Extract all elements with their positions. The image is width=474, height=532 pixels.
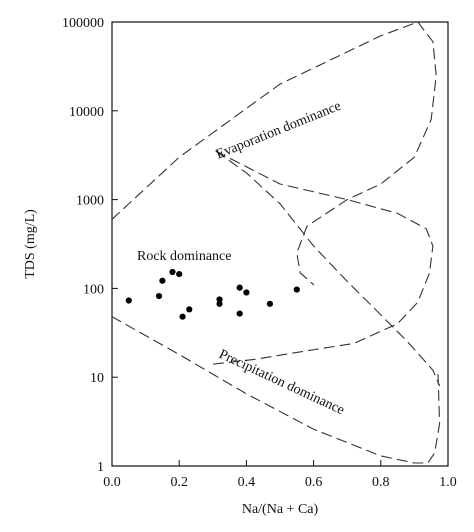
evaporation-dominance-label: Evaporation dominance xyxy=(214,99,343,163)
sample-points xyxy=(125,268,300,320)
y-tick-label: 1 xyxy=(97,460,104,475)
data-point xyxy=(159,277,166,284)
x-tick-label: 0.2 xyxy=(170,475,188,490)
rock-dominance-label: Rock dominance xyxy=(137,249,231,264)
data-point xyxy=(236,310,243,317)
data-point xyxy=(293,286,300,293)
data-point xyxy=(155,292,163,300)
data-point xyxy=(176,270,183,278)
x-axis-ticks: 0.0 0.2 0.4 0.6 0.8 1.0 xyxy=(103,460,457,490)
plot-area xyxy=(111,21,449,467)
data-point xyxy=(266,300,274,307)
data-point xyxy=(179,313,186,320)
y-tick-label: 10000 xyxy=(69,105,104,120)
data-point xyxy=(216,300,223,307)
rock-upper-boundary xyxy=(212,150,434,365)
x-tick-label: 0.0 xyxy=(103,475,121,490)
data-point xyxy=(169,268,176,276)
x-tick-label: 0.4 xyxy=(238,475,256,490)
evaporation-right-boundary xyxy=(296,21,437,286)
evaporation-upper-boundary xyxy=(111,21,419,220)
y-axis-label: TDS (mg/L) xyxy=(23,209,38,279)
x-tick-label: 1.0 xyxy=(439,475,457,490)
precipitation-left-boundary xyxy=(111,316,441,464)
precipitation-dominance-label: Precipitation dominance xyxy=(216,347,346,418)
y-tick-label: 100000 xyxy=(62,16,104,31)
y-tick-label: 100 xyxy=(83,282,104,297)
x-axis-label: Na/(Na + Ca) xyxy=(242,502,319,517)
evaporation-lower-boundary xyxy=(215,150,441,387)
x-tick-label: 0.8 xyxy=(372,475,390,490)
plot-frame xyxy=(111,21,449,467)
data-point xyxy=(186,306,193,313)
y-axis-ticks: 1 10 100 1000 10000 100000 xyxy=(62,16,118,475)
y-tick-label: 10 xyxy=(90,371,104,386)
x-tick-label: 0.6 xyxy=(305,475,323,490)
data-point xyxy=(243,289,250,296)
dominance-boundaries xyxy=(111,21,441,464)
y-tick-label: 1000 xyxy=(76,194,104,209)
data-point xyxy=(236,284,243,291)
data-point xyxy=(216,296,223,303)
data-point xyxy=(125,297,132,304)
annotations: Evaporation dominance Rock dominance Preci… xyxy=(137,99,346,419)
